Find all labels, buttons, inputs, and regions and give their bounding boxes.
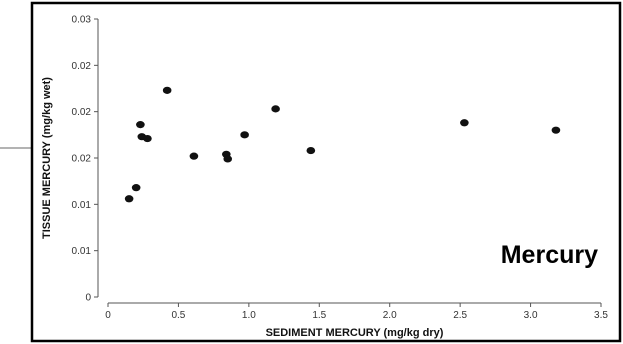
y-tick-label: 0.02	[72, 154, 92, 165]
x-tick-label: 0	[105, 310, 111, 321]
x-axis-title: SEDIMENT MERCURY (mg/kg dry)	[266, 327, 444, 339]
data-point	[189, 152, 199, 160]
y-axis-title: TISSUE MERCURY (mg/kg wet)	[41, 77, 53, 239]
data-point	[124, 195, 134, 203]
data-point	[306, 146, 316, 155]
y-tick-label: 0.02	[72, 107, 92, 118]
data-point	[143, 134, 152, 143]
data-point	[131, 184, 141, 192]
x-tick-label: 3.5	[594, 310, 608, 321]
x-axis-ticks: 0 0.5 1.0 1.5 2.0 2.5 3.0 3.5	[105, 303, 608, 321]
data-point	[460, 119, 469, 127]
y-tick-label: 0	[85, 293, 91, 304]
x-tick-label: 1.0	[242, 310, 256, 321]
x-tick-label: 0.5	[171, 310, 185, 321]
y-tick-label: 0.02	[72, 61, 92, 72]
data-point	[240, 131, 249, 139]
data-point	[162, 86, 172, 94]
x-tick-label: 3.0	[524, 310, 538, 321]
data-point	[223, 155, 233, 163]
y-tick-label: 0.01	[72, 246, 92, 257]
y-tick-label: 0.03	[72, 15, 92, 26]
x-tick-label: 1.5	[312, 310, 326, 321]
data-point	[271, 105, 280, 113]
y-tick-label: 0.01	[72, 200, 92, 211]
data-point	[136, 121, 145, 129]
x-tick-label: 2.5	[453, 310, 467, 321]
y-axis-ticks: 0 0.01 0.01 0.02 0.02 0.02 0.03	[72, 15, 98, 304]
x-tick-label: 2.0	[383, 310, 397, 321]
chart-annotation: Mercury	[501, 241, 598, 269]
data-point	[551, 126, 561, 134]
chart-frame	[30, 1, 622, 343]
data-points	[124, 86, 561, 203]
